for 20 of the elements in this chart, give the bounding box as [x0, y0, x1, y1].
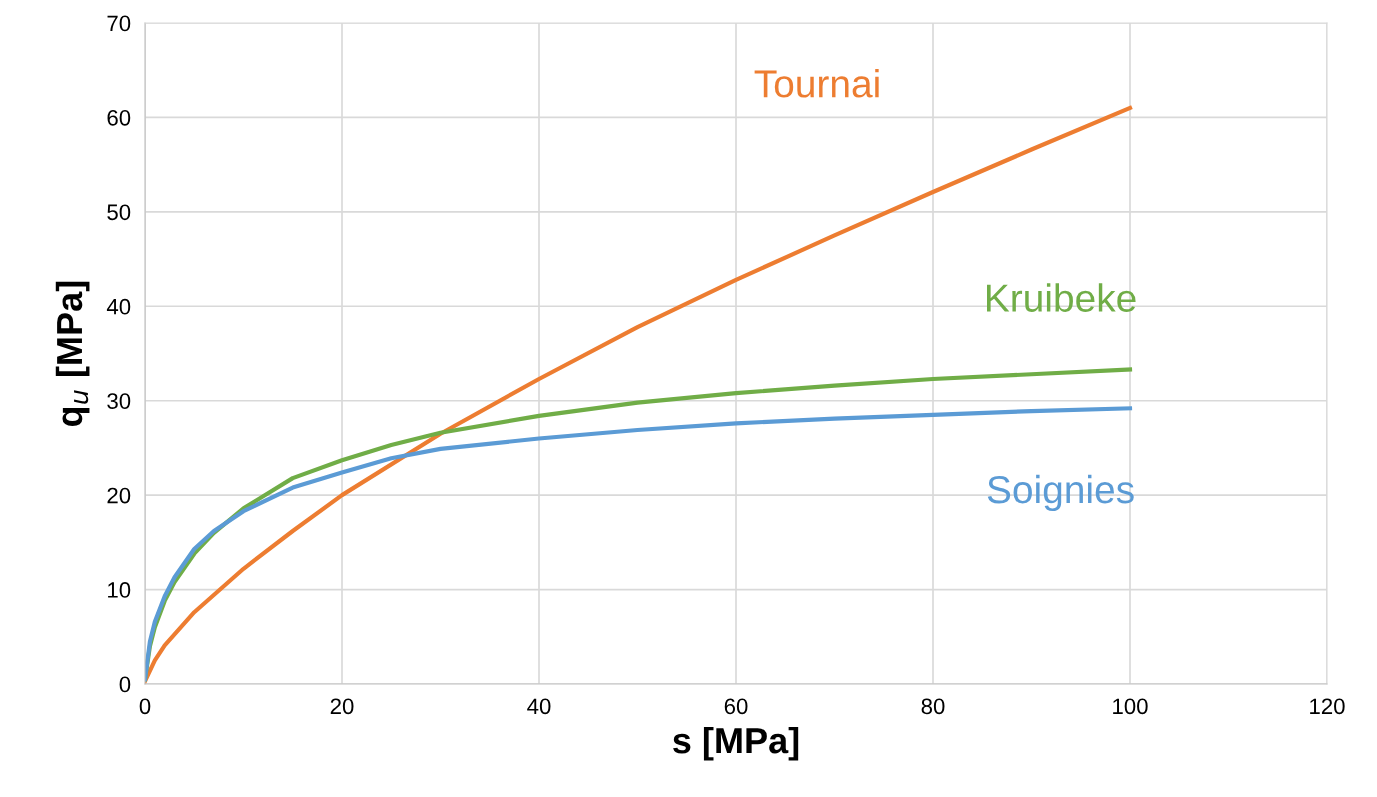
series-label: Soignies [987, 474, 1134, 512]
x-tick-label: 20 [330, 698, 354, 715]
y-tick-label: 0 [119, 676, 131, 693]
text: Tournai [754, 69, 879, 98]
y-tick-label: 30 [107, 393, 131, 409]
series-label: Kruibeke [987, 283, 1136, 312]
y-tick-label: 50 [107, 204, 131, 221]
y-tick-label: 40 [106, 298, 131, 315]
x-tick-label: 120 [1310, 698, 1345, 715]
y-axis-title: q$_{u}$ [MPa] [55, 281, 90, 427]
y-tick-label: 60 [107, 109, 131, 126]
y-tick-label: 70 [107, 15, 131, 32]
y-tick-label: 20 [107, 487, 131, 504]
x-tick-label: 80 [921, 698, 945, 715]
x-tick-label: 0 [139, 698, 151, 715]
x-tick-label: 40 [527, 698, 551, 715]
y-tick-label: 10 [108, 582, 131, 598]
x-tick-label: 100 [1113, 698, 1148, 715]
x-tick-label: 60 [724, 698, 748, 715]
x-axis-title: s [MPa] [673, 726, 799, 761]
